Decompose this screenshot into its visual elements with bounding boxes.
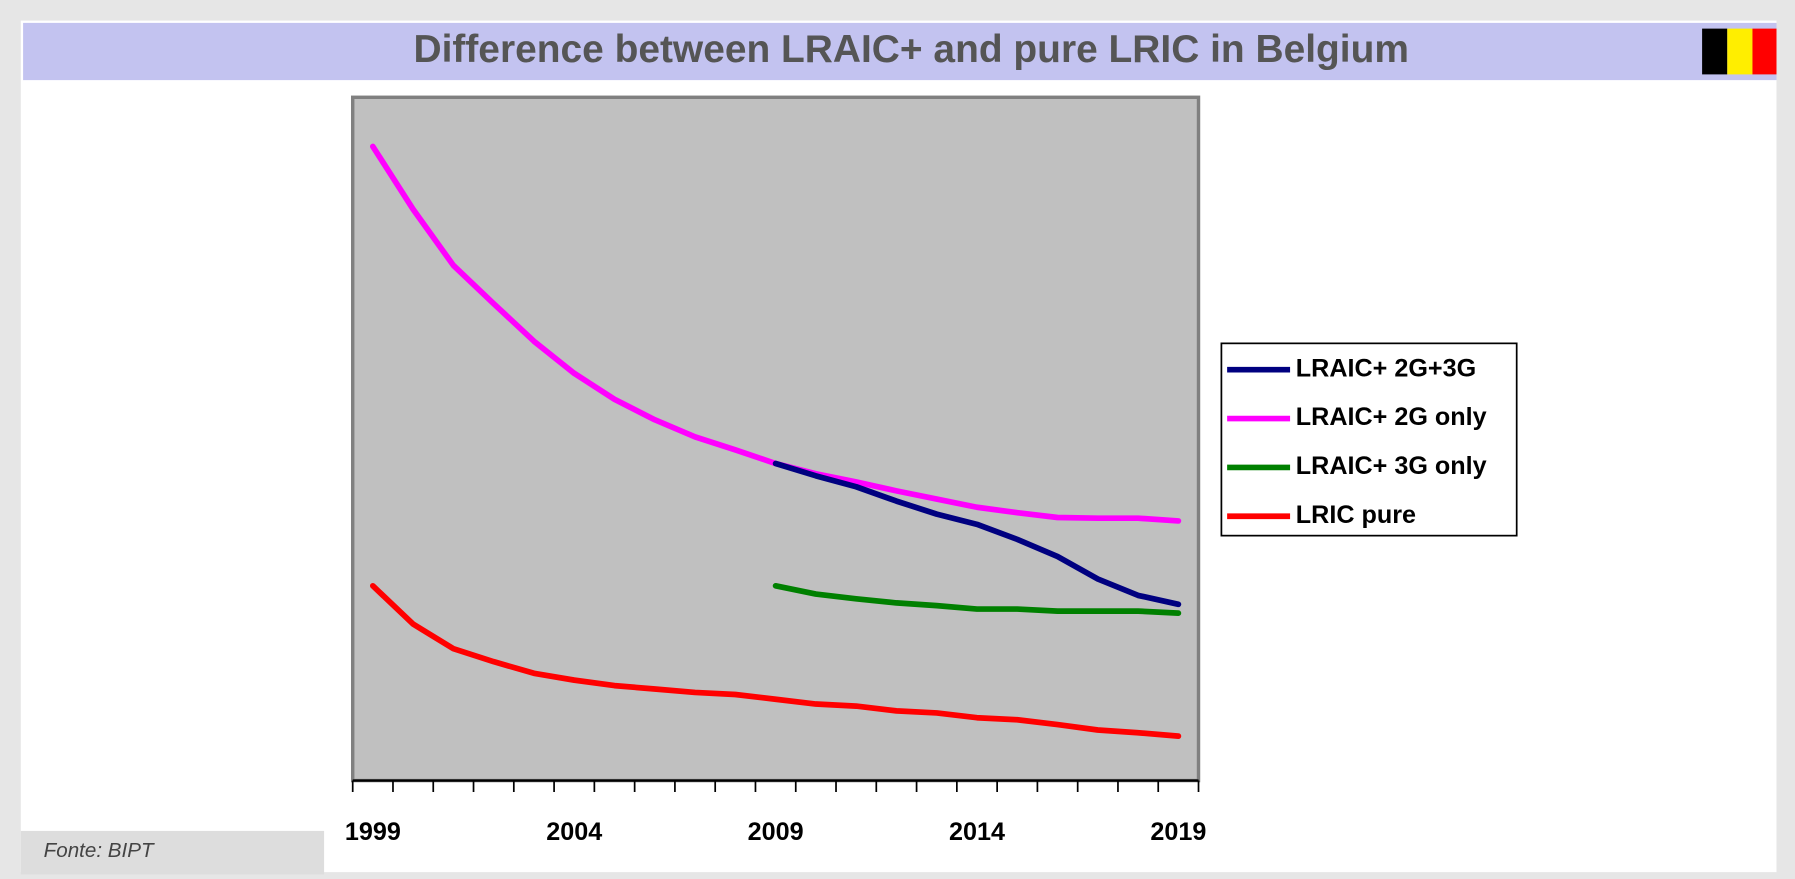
flag bbox=[1702, 28, 1777, 75]
series-line bbox=[772, 460, 1182, 608]
title-bar bbox=[23, 22, 1777, 81]
flag-yellow bbox=[1727, 28, 1753, 75]
source: Fonte: BIPT bbox=[44, 839, 155, 862]
chart: 1999 2004 2009 2014 2019 LRAIC+ 2G+3G LRAIC+ 2… bbox=[345, 95, 1518, 846]
source-box bbox=[20, 830, 325, 875]
x-tick-label: 1999 bbox=[345, 818, 401, 846]
x-tick-label: 2014 bbox=[949, 818, 1005, 846]
plot-area bbox=[350, 95, 1201, 783]
series-line bbox=[369, 582, 1182, 740]
x-tick-label: 2019 bbox=[1150, 818, 1206, 846]
title: Difference between LRAIC+ and pure LRIC … bbox=[413, 28, 1409, 71]
legend-label: LRAIC+ 3G only bbox=[1296, 452, 1487, 480]
legend-box bbox=[1220, 342, 1518, 537]
legend-label: LRAIC+ 2G+3G bbox=[1296, 354, 1476, 382]
flag-black bbox=[1702, 28, 1728, 75]
series-line bbox=[772, 582, 1182, 617]
legend-label: LRIC pure bbox=[1296, 501, 1416, 529]
x-tick-label: 2009 bbox=[748, 818, 804, 846]
flag-red bbox=[1752, 28, 1777, 75]
legend-label: LRAIC+ 2G only bbox=[1296, 403, 1487, 431]
x-tick-label: 2004 bbox=[546, 818, 602, 846]
